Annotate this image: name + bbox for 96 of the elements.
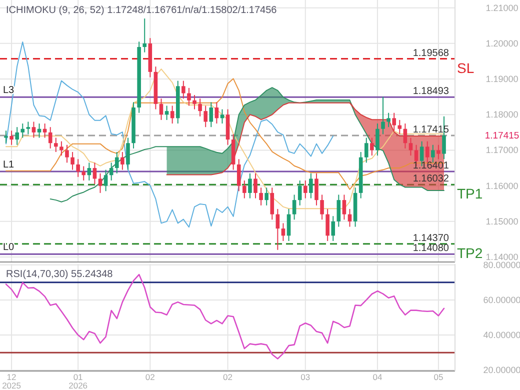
candlestick [248, 172, 252, 199]
ref-line-label: SL [457, 60, 474, 76]
candlestick [431, 144, 435, 164]
candlestick [309, 172, 313, 199]
candlestick [270, 187, 274, 220]
candlestick [386, 112, 390, 128]
candlestick [70, 152, 74, 170]
candlestick [336, 194, 341, 228]
candlestick [187, 87, 191, 106]
candlestick [286, 208, 291, 242]
candlestick [381, 96, 385, 135]
x-tick-label: 05 [434, 372, 444, 382]
candlestick [392, 112, 396, 132]
candlestick [204, 105, 208, 128]
candlestick [292, 194, 296, 220]
candlestick [236, 158, 241, 192]
candlestick [164, 105, 169, 120]
candlestick [98, 172, 102, 194]
ref-line-label: TP1 [457, 186, 483, 202]
annotation: 1.14370 [412, 232, 450, 244]
candlestick [4, 130, 8, 144]
x-tick-label: 12 2025 [2, 372, 22, 390]
candlestick [342, 194, 346, 220]
candlestick [276, 208, 280, 250]
candlestick [314, 172, 318, 206]
candlestick [220, 108, 224, 124]
candlestick [408, 137, 413, 156]
x-tick-label: 04 [372, 372, 382, 382]
ref-line-label: TP2 [457, 244, 483, 261]
candlestick [398, 119, 402, 135]
line-series [6, 42, 334, 228]
candlestick [104, 169, 108, 192]
candlestick [20, 123, 25, 138]
candlestick [15, 126, 19, 146]
candlestick [182, 80, 186, 100]
candlestick [403, 123, 408, 149]
text: RSI(14,70,30) 55.24348 [6, 269, 114, 280]
candlestick [254, 172, 258, 199]
candlestick [126, 137, 130, 170]
y-tick-label: 1.20000 [486, 38, 518, 48]
ref-line-label: L1 [3, 160, 15, 171]
candlestick [209, 102, 214, 128]
x-tick-label: 02 [145, 372, 156, 382]
ref-line-label: L0 [3, 242, 15, 254]
text: ICHIMOKU (9, 26, 52) 1.17248/1.16761/n/a/1.15802/1.17456 [6, 5, 278, 16]
candlestick [60, 140, 64, 156]
candlestick [92, 162, 97, 185]
candlestick [37, 123, 42, 138]
candlestick [198, 98, 202, 117]
y-tick-label: 1.21000 [486, 2, 518, 13]
candlestick [120, 152, 124, 170]
candlestick [192, 94, 196, 110]
candlestick [109, 162, 114, 181]
candlestick [298, 180, 302, 206]
candlestick [259, 187, 263, 206]
candlestick [32, 121, 36, 138]
candlestick [48, 126, 52, 149]
candlestick [303, 180, 308, 199]
candlestick [425, 140, 430, 164]
candlestick [114, 152, 119, 174]
candlestick [54, 137, 58, 153]
annotation: 1.18493 [412, 86, 450, 98]
candlestick [348, 208, 352, 228]
candlestick [214, 102, 219, 124]
candlestick [159, 98, 164, 120]
x-tick-label: 01 2026 [68, 372, 88, 390]
candlestick [370, 137, 374, 156]
x-tick-label: 03 [300, 372, 310, 382]
candlestick [170, 105, 174, 124]
candlestick [76, 158, 80, 178]
candlestick [142, 18, 147, 53]
annotation: 1.14080 [412, 243, 450, 254]
y-tick-label: 1.17000 [486, 145, 518, 156]
x-tick-label: 02 [223, 372, 233, 382]
candlestick [331, 216, 336, 242]
candlestick [326, 208, 330, 242]
candlestick [436, 144, 440, 160]
candlestick [10, 130, 14, 146]
candlestick [376, 123, 380, 156]
candlestick [87, 162, 92, 181]
y-tick-label: 1.15000 [486, 216, 518, 226]
candlestick [242, 180, 246, 199]
y-tick-label: 1.14000 [486, 252, 518, 262]
candlestick [82, 166, 86, 181]
text: 1.17415 [484, 130, 520, 142]
candlestick [65, 144, 69, 164]
candlestick [281, 222, 286, 242]
candlestick [364, 137, 368, 164]
y-tick-label: 1.19000 [486, 74, 518, 84]
candlestick [42, 123, 47, 138]
y-tick-label: 1.16000 [486, 180, 518, 191]
candlestick [26, 121, 30, 135]
candlestick [320, 194, 324, 220]
annotation: 1.19568 [412, 48, 450, 59]
candlestick [264, 187, 268, 206]
y-tick-label: 1.18000 [486, 110, 518, 120]
